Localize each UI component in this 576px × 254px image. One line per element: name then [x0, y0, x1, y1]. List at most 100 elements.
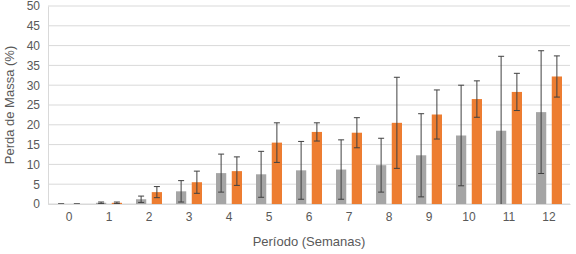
- grid: [48, 6, 570, 204]
- y-tick: 0: [33, 197, 48, 211]
- bar: [72, 204, 82, 205]
- y-tick-label: 15: [27, 138, 41, 152]
- y-tick-label: 35: [27, 59, 41, 73]
- y-axis-line: [48, 7, 49, 205]
- y-tick: 35: [27, 59, 48, 73]
- grid-line: [48, 164, 570, 165]
- error-bar: [194, 171, 200, 193]
- x-tick: 5: [266, 204, 273, 224]
- y-tick: 50: [27, 0, 48, 13]
- y-tick-label: 45: [27, 19, 41, 33]
- error-bar: [538, 51, 544, 174]
- y-tick: 10: [27, 158, 48, 172]
- error-bar: [114, 202, 120, 204]
- error-bar: [458, 85, 464, 186]
- x-tick: 9: [426, 204, 433, 224]
- error-bar: [354, 118, 360, 148]
- grid-line: [48, 144, 570, 145]
- error-bar: [474, 81, 480, 117]
- chart: 051015202530354045500123456789101112Perí…: [0, 0, 576, 254]
- error-bar: [234, 157, 240, 186]
- error-bar: [298, 141, 304, 199]
- y-tick-label: 25: [27, 98, 41, 112]
- x-tick: 3: [186, 204, 193, 224]
- error-bar: [274, 123, 280, 163]
- error-bar: [378, 138, 384, 192]
- x-tick: 1: [106, 204, 113, 224]
- error-bar: [498, 56, 504, 204]
- grid-line: [48, 184, 570, 185]
- y-tick: 25: [27, 98, 48, 112]
- y-axis-title: Perda de Massa (%): [2, 46, 17, 165]
- series: [58, 51, 546, 204]
- x-axis-title: Período (Semanas): [253, 234, 366, 249]
- y-tick: 45: [27, 19, 48, 33]
- grid-line: [48, 25, 570, 26]
- x-axis-line: [49, 204, 571, 205]
- y-tick: 20: [27, 118, 48, 132]
- marks: [58, 51, 562, 204]
- x-tick-label: 12: [542, 210, 556, 224]
- bar: [312, 132, 322, 204]
- x-tick-label: 0: [66, 210, 73, 224]
- grid-line: [48, 45, 570, 46]
- x-tick-label: 5: [266, 210, 273, 224]
- grid-line: [48, 6, 570, 7]
- x-tick-label: 8: [386, 210, 393, 224]
- series: [74, 56, 562, 204]
- y-tick-label: 40: [27, 39, 41, 53]
- error-bar: [514, 73, 520, 110]
- grid-line: [48, 85, 570, 86]
- y-tick-label: 0: [33, 197, 40, 211]
- grid-line: [48, 105, 570, 106]
- x-tick-label: 6: [306, 210, 313, 224]
- x-tick-label: 4: [226, 210, 233, 224]
- bar: [112, 203, 122, 204]
- grid-line: [48, 204, 570, 205]
- y-tick: 15: [27, 138, 48, 152]
- x-tick: 0: [66, 204, 73, 224]
- x-tick: 12: [542, 204, 556, 224]
- grid-line: [48, 65, 570, 66]
- error-bar: [554, 56, 560, 97]
- x-tick: 10: [462, 204, 476, 224]
- error-bar: [394, 77, 400, 168]
- error-bar: [138, 196, 144, 202]
- y-tick: 5: [33, 178, 48, 192]
- x-tick-label: 11: [503, 210, 516, 224]
- x-tick: 8: [386, 204, 393, 224]
- bar: [56, 204, 66, 205]
- error-bar: [314, 123, 320, 141]
- y-tick-label: 20: [27, 118, 41, 132]
- y-tick-label: 5: [33, 178, 40, 192]
- x-tick-label: 9: [426, 210, 433, 224]
- grid-line: [48, 124, 570, 125]
- y-tick-label: 50: [27, 0, 41, 13]
- x-tick-label: 2: [146, 210, 153, 224]
- plot: 051015202530354045500123456789101112: [27, 0, 571, 224]
- x-tick: 11: [503, 204, 516, 224]
- x-tick: 4: [226, 204, 233, 224]
- error-bar: [218, 154, 224, 192]
- error-bar: [258, 151, 264, 197]
- y-tick-label: 10: [27, 158, 41, 172]
- bar: [96, 203, 106, 204]
- y-tick: 40: [27, 39, 48, 53]
- x-tick: 6: [306, 204, 313, 224]
- x-tick-label: 1: [106, 210, 113, 224]
- x-tick-label: 7: [346, 210, 353, 224]
- error-bar: [98, 202, 104, 204]
- error-bar: [58, 204, 64, 205]
- error-bar: [74, 204, 80, 205]
- error-bar: [178, 181, 184, 202]
- y-tick-label: 30: [27, 79, 41, 93]
- x-tick: 2: [146, 204, 153, 224]
- x-axis: 0123456789101112: [49, 204, 571, 224]
- x-tick-label: 10: [462, 210, 476, 224]
- y-tick: 30: [27, 79, 48, 93]
- x-tick-label: 3: [186, 210, 193, 224]
- error-bar: [434, 90, 440, 139]
- error-bar: [418, 114, 424, 197]
- y-axis: 0 5 10 15 20 25 30 35 40 45 50: [27, 0, 49, 211]
- error-bar: [338, 140, 344, 199]
